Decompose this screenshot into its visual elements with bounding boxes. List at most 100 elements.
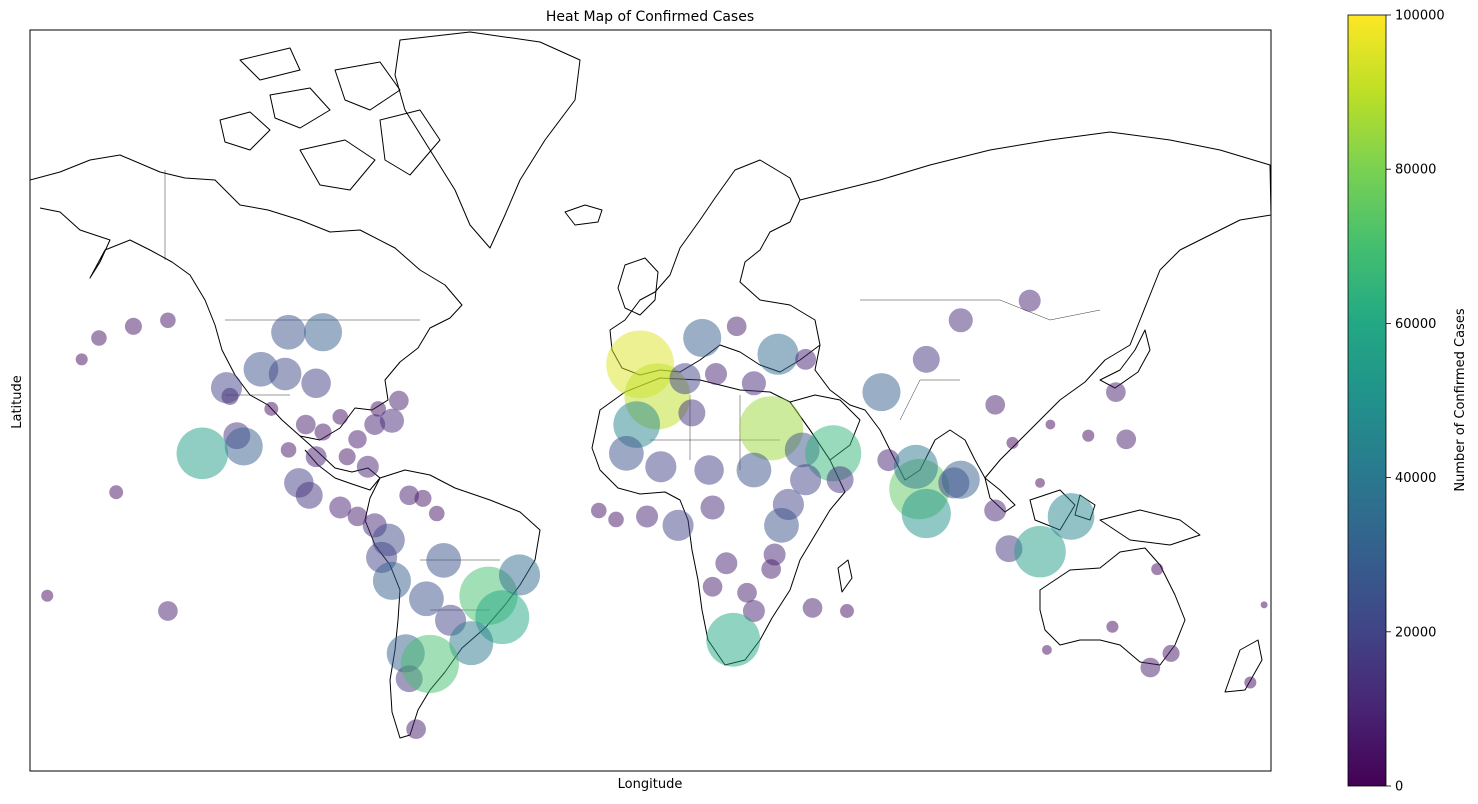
data-point — [176, 427, 229, 480]
data-point — [608, 511, 624, 528]
data-point — [1035, 477, 1045, 488]
data-point — [295, 481, 323, 509]
colorbar-tick-label: 80000 — [1395, 163, 1436, 178]
colorbar-gradient — [1347, 14, 1387, 787]
data-point — [1244, 676, 1257, 689]
data-point — [372, 561, 412, 600]
data-point — [389, 390, 409, 411]
data-point — [295, 414, 316, 435]
data-point — [426, 542, 462, 578]
x-axis-label: Longitude — [618, 777, 683, 792]
data-point — [305, 446, 327, 468]
data-point — [91, 330, 107, 346]
data-point — [303, 313, 343, 352]
data-point — [1151, 563, 1164, 576]
data-point — [790, 464, 822, 496]
data-point — [704, 363, 727, 386]
data-point — [399, 485, 420, 506]
chart-title: Heat Map of Confirmed Cases — [546, 9, 754, 25]
data-point — [726, 316, 747, 337]
coastline-madagascar — [837, 559, 853, 593]
data-point — [301, 368, 331, 399]
data-point — [338, 448, 356, 466]
data-point — [498, 554, 541, 596]
data-point — [75, 353, 88, 366]
data-point — [224, 427, 263, 466]
data-point — [985, 394, 1006, 415]
colorbar-label: Number of Confirmed Cases — [1453, 308, 1468, 491]
coastline-arctic-islands — [219, 47, 441, 191]
data-point — [742, 599, 765, 622]
data-point — [379, 408, 405, 433]
coastline-iceland — [564, 204, 603, 226]
data-point — [406, 719, 426, 740]
data-points — [41, 289, 1268, 740]
axes-frame — [29, 29, 1272, 772]
coastline-africa — [591, 377, 846, 666]
data-point — [683, 318, 722, 358]
data-point — [314, 423, 332, 441]
coastline-greenland — [394, 31, 581, 249]
data-point — [347, 506, 368, 527]
colorbar-tick-label: 100000 — [1395, 9, 1445, 24]
data-point — [409, 581, 444, 617]
data-point — [1047, 493, 1095, 540]
data-point — [109, 485, 124, 500]
data-point — [1042, 644, 1052, 655]
data-point — [901, 488, 951, 539]
data-point — [636, 505, 659, 528]
data-point — [608, 435, 644, 471]
coastline-britain — [617, 257, 659, 316]
data-point — [41, 589, 54, 602]
data-point — [210, 372, 243, 404]
data-point — [795, 348, 817, 370]
colorbar-tick-label: 60000 — [1395, 317, 1436, 332]
data-point — [862, 373, 901, 412]
data-point — [449, 621, 494, 666]
data-point — [1045, 419, 1056, 430]
data-point — [1260, 601, 1268, 609]
data-point — [400, 634, 459, 694]
data-point — [370, 401, 386, 417]
data-point — [348, 430, 367, 449]
data-point — [893, 444, 938, 489]
colorbar-tick-label: 0 — [1395, 780, 1403, 795]
data-point — [700, 495, 725, 520]
data-point — [840, 604, 854, 618]
data-point — [645, 451, 677, 483]
data-point — [706, 612, 761, 667]
data-point — [1162, 644, 1180, 662]
data-point — [802, 598, 823, 618]
data-point — [877, 449, 900, 472]
data-point — [662, 509, 694, 541]
data-point — [741, 371, 766, 396]
data-point — [329, 496, 352, 519]
data-point — [264, 401, 279, 416]
data-point — [414, 489, 432, 507]
data-point — [948, 308, 973, 333]
data-point — [1082, 429, 1095, 442]
data-point — [356, 455, 379, 478]
data-point — [1014, 525, 1066, 578]
data-point — [271, 314, 306, 350]
data-point — [1018, 289, 1041, 312]
data-point — [158, 601, 178, 621]
map-area — [30, 30, 1271, 771]
data-point — [280, 442, 297, 458]
data-point — [124, 317, 142, 335]
colorbar-tick-label: 20000 — [1395, 625, 1436, 640]
y-axis-label: Latitude — [10, 375, 25, 429]
data-point — [678, 399, 706, 427]
data-point — [364, 414, 386, 435]
data-point — [941, 460, 980, 499]
data-point — [912, 345, 940, 373]
data-point — [332, 409, 349, 425]
data-point — [737, 582, 757, 603]
data-point — [736, 452, 772, 488]
colorbar-ticks: 0 20000 40000 60000 80000 100000 — [1386, 9, 1445, 795]
data-point — [764, 507, 799, 543]
data-point — [160, 312, 176, 329]
colorbar: 0 20000 40000 60000 80000 100000 Number of Co… — [1347, 9, 1468, 795]
data-point — [715, 552, 738, 575]
